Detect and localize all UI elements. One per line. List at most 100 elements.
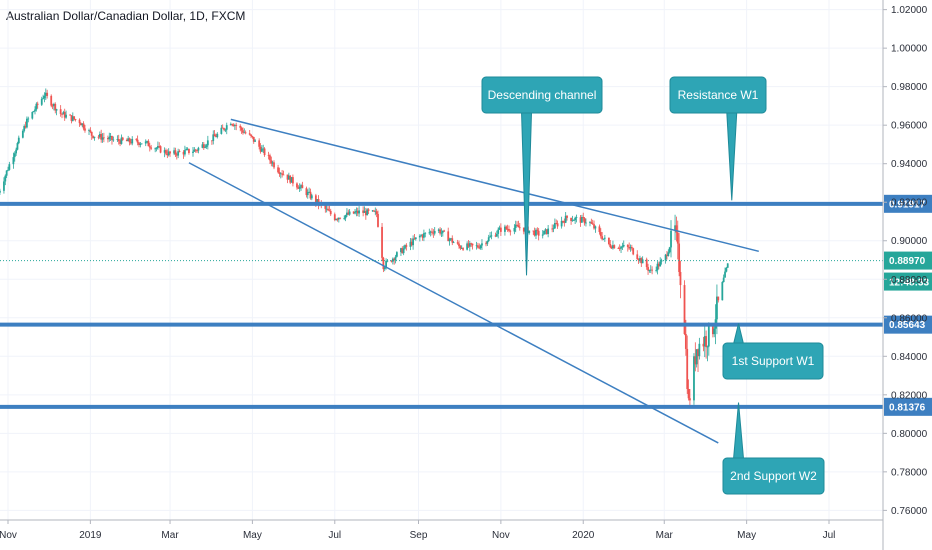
candle-body [467,243,470,247]
candle-body [270,160,273,164]
candle-body [543,230,545,235]
candle-body [70,115,73,121]
candle-body [197,147,200,151]
candle-body [355,210,358,213]
candle-body [451,238,454,243]
candle-body [210,140,213,142]
y-tick-label: 1.02000 [891,5,928,16]
candle-body [622,245,625,247]
candle-body [175,154,178,156]
candle-body [367,209,370,211]
candle-body [364,210,367,216]
y-tick-label: 0.88000 [891,275,928,286]
level-badge-label: 0.91917 [889,199,926,210]
candle-body [136,139,139,143]
x-tick-label: Mar [656,530,674,541]
candle-body [617,248,620,249]
y-tick-label: 0.94000 [891,159,928,170]
candle-body [391,258,394,262]
candle-body [684,333,687,349]
candle-body [306,192,309,196]
candle-body [139,143,142,145]
candle-body [31,112,34,119]
candle-body [279,173,282,175]
candle-body [560,220,563,227]
candle-body [660,260,663,262]
candle-body [298,186,301,189]
candle-body [42,98,45,100]
candle-body [594,226,597,229]
candle-body [51,105,54,107]
candle-body [639,258,641,261]
candle-body [414,237,417,240]
candle-body [579,217,582,223]
candle-body [305,188,308,196]
current-price-badge [884,251,932,270]
candle-body [300,185,302,187]
candle-body [98,134,101,137]
candle-body [470,243,473,245]
candle-body [667,252,670,257]
candle-body [314,195,317,203]
candle-body [456,242,459,244]
candle-body [448,239,451,242]
candle-body [412,238,414,246]
candle-body [713,328,716,335]
candle-body [598,226,601,233]
y-tick-label: 0.82000 [891,390,928,401]
candle-body [547,228,550,234]
candle-body [182,151,185,155]
candle-body [35,103,38,110]
y-tick-label: 0.80000 [891,429,928,440]
candle-body [583,218,586,224]
y-tick-label: 1.00000 [891,44,928,55]
candle-body [135,138,138,140]
candle-body [679,271,682,286]
countdown-badge [884,272,932,291]
candle-body [674,225,676,231]
candle-body [267,155,270,156]
candles [0,88,729,406]
callout-pointer [726,111,738,201]
candle-body [383,267,386,270]
candle-body [3,181,5,191]
candle-body [591,223,594,225]
candle-body [144,141,147,144]
candle-body [610,246,613,249]
callout-box [722,342,824,380]
candle-body [475,245,478,247]
candle-body [108,137,111,140]
candle-body [405,245,408,247]
candle-body [668,247,671,253]
y-tick-label: 0.78000 [891,467,928,478]
candle-body [324,204,327,209]
candle-body [296,183,298,188]
candle-body [585,222,587,224]
candle-body [129,142,132,144]
candle-body [116,138,119,140]
candle-body [23,126,26,131]
candle-body [167,151,170,156]
candle-body [477,245,479,248]
candle-body [570,217,572,222]
candle-body [82,123,85,129]
candle-body [452,242,455,244]
candle-body [254,140,257,142]
candle-body [670,230,672,248]
candle-body [580,217,583,223]
candle-body [248,133,251,135]
x-tick-label: Jul [823,530,836,541]
candle-body [562,220,564,222]
candle-body [609,243,612,247]
candle-body [497,229,500,234]
candle-body [441,230,444,233]
candle-body [686,348,689,389]
x-tick-label: 2020 [572,530,595,541]
candle-body [78,119,81,124]
trendline-lower [188,162,719,444]
candle-body [421,235,424,238]
candle-body [186,148,189,150]
candle-body [24,126,27,128]
candle-body [252,136,255,142]
